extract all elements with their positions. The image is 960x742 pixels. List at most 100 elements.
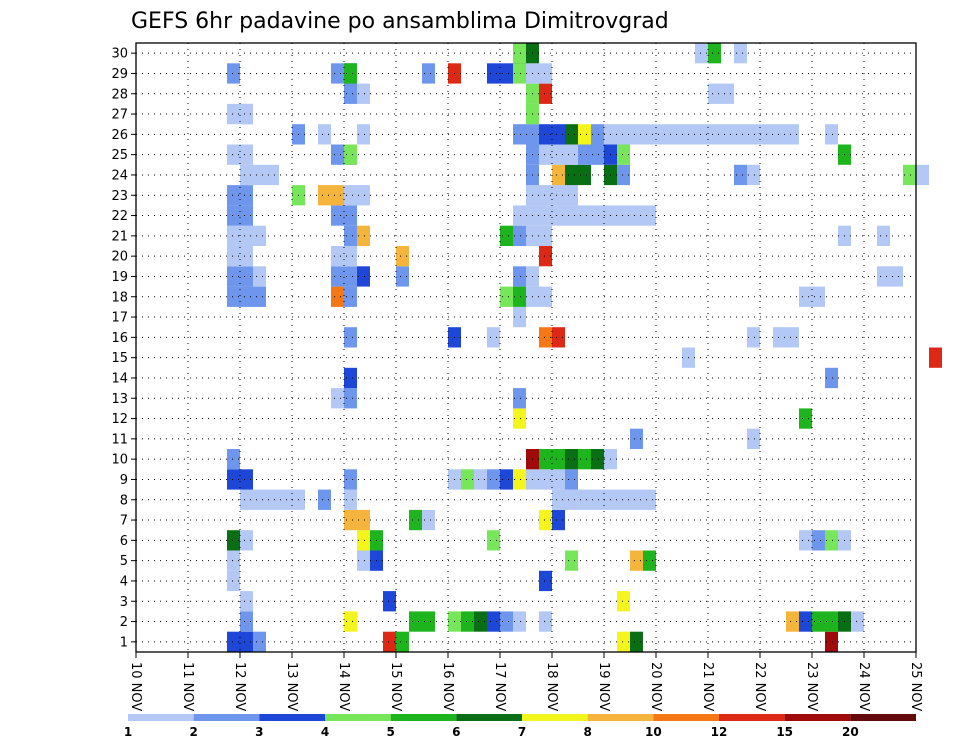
heatmap-cell (656, 124, 669, 145)
y-tick-label: 14 (111, 371, 128, 386)
heatmap-cell (331, 286, 344, 307)
heatmap-cell (799, 408, 812, 429)
heatmap-cell (227, 530, 240, 551)
heatmap-cell (474, 611, 487, 632)
heatmap-cell (357, 124, 370, 145)
heatmap-cell (565, 449, 578, 470)
heatmap-cell (240, 185, 253, 206)
heatmap-cell (383, 591, 396, 612)
x-tick-label: 20 NOV (648, 662, 663, 711)
heatmap-cell (500, 225, 513, 246)
heatmap-cell (552, 469, 565, 490)
x-tick-label: 25 NOV (908, 662, 923, 711)
heatmap-cell (240, 286, 253, 307)
heatmap-cell (617, 205, 630, 226)
colorbar-label: 6 (452, 725, 460, 739)
y-tick-label: 6 (120, 534, 128, 549)
y-tick-label: 12 (111, 412, 128, 427)
heatmap-cell (513, 611, 526, 632)
heatmap-cell (500, 469, 513, 490)
heatmap-cell (487, 63, 500, 84)
x-tick-label: 16 NOV (440, 662, 455, 711)
x-tick-label: 23 NOV (804, 662, 819, 711)
heatmap-cell (227, 449, 240, 470)
heatmap-cell (877, 266, 890, 287)
heatmap-cell (617, 631, 630, 652)
heatmap-cell (318, 185, 331, 206)
colorbar-segment (128, 714, 194, 721)
colorbar-label: 8 (583, 725, 591, 739)
heatmap-cell (565, 124, 578, 145)
heatmap-cell (240, 103, 253, 125)
heatmap-cell (786, 611, 799, 632)
heatmap-cell (344, 327, 357, 348)
heatmap-cell (227, 469, 240, 490)
heatmap-cell (786, 327, 799, 348)
x-tick-label: 19 NOV (596, 662, 611, 711)
heatmap-cell (253, 489, 266, 510)
y-axis-ticks: 1234567891011121314151617181920212223242… (111, 47, 136, 650)
y-tick-label: 7 (120, 514, 128, 529)
y-tick-label: 22 (111, 209, 128, 224)
heatmap-cell (253, 266, 266, 287)
heatmap-cell (500, 286, 513, 307)
heatmap-cell (240, 530, 253, 551)
colorbar-segment (325, 714, 391, 721)
heatmap-cell (539, 225, 552, 246)
heatmap-cell (578, 144, 591, 165)
heatmap-cell (487, 469, 500, 490)
heatmap-cell (331, 63, 344, 84)
y-tick-label: 27 (111, 108, 128, 123)
heatmap-cell (721, 124, 734, 145)
heatmap-cell (227, 266, 240, 287)
x-tick-label: 22 NOV (752, 662, 767, 711)
heatmap-cell (799, 611, 812, 632)
colorbar-label: 20 (842, 725, 859, 739)
y-tick-label: 18 (111, 290, 128, 305)
heatmap-cell (825, 611, 838, 632)
y-tick-label: 11 (111, 432, 128, 447)
heatmap-cell (799, 286, 812, 307)
heatmap-cell (617, 124, 630, 145)
heatmap-cell (903, 164, 916, 186)
colorbar-segment (784, 714, 851, 721)
heatmap-cell (357, 83, 370, 104)
colorbar-segment (390, 714, 457, 721)
heatmap-cell (552, 124, 565, 145)
heatmap-cell (266, 489, 279, 510)
y-tick-label: 2 (120, 615, 128, 630)
y-tick-label: 13 (111, 392, 128, 407)
heatmap-cell (513, 63, 526, 84)
heatmap-cell (227, 144, 240, 165)
heatmap-cell (227, 550, 240, 571)
heatmap-cell (721, 83, 734, 104)
heatmap-cell (396, 266, 409, 287)
y-tick-label: 19 (111, 270, 128, 285)
y-tick-label: 26 (111, 128, 128, 143)
heatmap-cell (227, 570, 240, 592)
colorbar-segment (719, 714, 785, 721)
heatmap-cell (513, 43, 526, 64)
heatmap-cell (227, 225, 240, 246)
x-tick-label: 13 NOV (284, 662, 299, 711)
heatmap-cell (240, 489, 253, 510)
heatmap-cell (396, 246, 409, 267)
heatmap-cell (591, 489, 604, 510)
heatmap-cell (344, 266, 357, 287)
y-tick-label: 17 (111, 311, 128, 326)
heatmap-cell (695, 124, 708, 145)
heatmap-cell (565, 550, 578, 571)
heatmap-cell (630, 428, 643, 449)
heatmap-cell (487, 611, 500, 632)
heatmap-cell (240, 591, 253, 612)
heatmap-cell (591, 449, 604, 470)
heatmap-cell (877, 225, 890, 246)
heatmap-cell (318, 124, 331, 145)
heatmap-cell (513, 124, 526, 145)
heatmap-cell (344, 185, 357, 206)
heatmap-cell (357, 225, 370, 246)
colorbar-segment (522, 714, 588, 721)
heatmap-cell (565, 144, 578, 165)
heatmap-cell (552, 449, 565, 470)
